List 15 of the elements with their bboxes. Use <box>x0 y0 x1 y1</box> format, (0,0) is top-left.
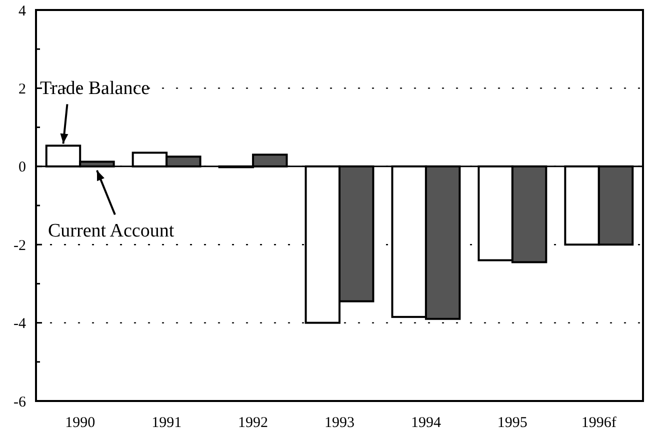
y-tick-label: 2 <box>18 81 26 98</box>
x-tick-label: 1994 <box>410 415 442 431</box>
x-tick-label: 1990 <box>65 415 96 431</box>
y-tick-label: -6 <box>14 394 26 410</box>
text: Trade Balance <box>40 78 150 100</box>
x-tick-label: 1993 <box>324 415 354 431</box>
y-tick-label: -4 <box>14 316 26 332</box>
x-tick-label: 1996f <box>581 415 616 431</box>
x-tick-label: 1995 <box>497 415 528 431</box>
y-tick-label: 0 <box>18 160 26 176</box>
y-tick-label: -2 <box>14 238 26 254</box>
legend-label: Current Account <box>48 220 175 242</box>
x-tick-label: 1991 <box>152 415 182 431</box>
x-tick-label: 1992 <box>238 415 268 431</box>
y-tick-label: 4 <box>18 3 26 20</box>
